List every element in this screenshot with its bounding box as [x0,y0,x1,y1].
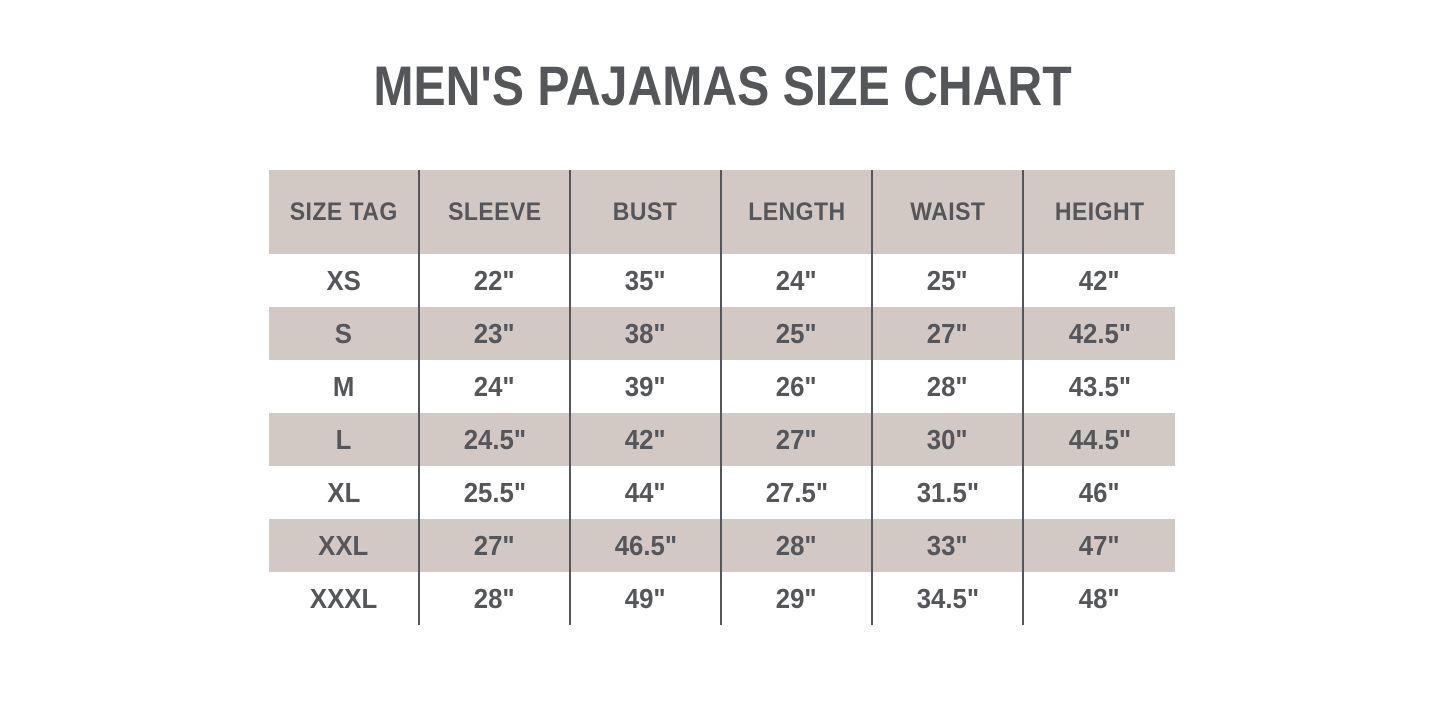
table-cell: 29" [722,572,873,625]
row-label-xl: XL [269,466,420,519]
column-header-size-tag-text: SIZE TAG [289,197,398,226]
row-label-m: M [269,360,420,413]
row-label-xs: XS [269,254,420,307]
table-cell-text: 27" [927,317,968,349]
column-header-height-text: HEIGHT [1054,197,1145,226]
row-label-l-text: L [335,423,352,455]
row-label-xxl: XXL [269,519,420,572]
table-cell: 43.5" [1024,360,1175,413]
table-cell-text: 33" [927,529,968,561]
table-cell-text: 25" [776,317,817,349]
table-cell: 42" [1024,254,1175,307]
table-cell-text: 39" [625,370,666,402]
table-cell: 44" [571,466,722,519]
table-cell-text: 42" [625,423,666,455]
table-cell: 27" [873,307,1024,360]
size-table: SIZE TAG SLEEVE BUST LENGTH WAIST HEIGHT XS 22"… [269,170,1175,625]
table-cell: 24.5" [420,413,571,466]
table-cell-text: 46.5" [614,529,677,561]
table-cell: 47" [1024,519,1175,572]
table-cell: 27" [722,413,873,466]
column-header-sleeve: SLEEVE [420,170,571,254]
table-cell: 24" [722,254,873,307]
row-label-xl-text: XL [327,476,360,508]
table-cell-text: 26" [776,370,817,402]
row-label-xs-text: XS [326,264,361,296]
table-cell-text: 28" [474,582,515,614]
row-label-s: S [269,307,420,360]
table-cell-text: 23" [474,317,515,349]
table-cell: 31.5" [873,466,1024,519]
table-cell: 28" [722,519,873,572]
page-title: MEN'S PAJAMAS SIZE CHART [373,54,1072,117]
row-label-xxxl-text: XXXL [309,582,378,614]
table-cell: 28" [420,572,571,625]
table-cell: 49" [571,572,722,625]
table-cell: 22" [420,254,571,307]
table-cell: 23" [420,307,571,360]
column-header-bust-text: BUST [613,197,678,226]
table-cell: 46.5" [571,519,722,572]
table-cell-text: 47" [1079,529,1120,561]
table-cell: 42.5" [1024,307,1175,360]
table-cell: 27.5" [722,466,873,519]
table-cell-text: 24.5" [463,423,526,455]
row-label-xxxl: XXXL [269,572,420,625]
table-cell-text: 35" [625,264,666,296]
table-cell-text: 38" [625,317,666,349]
table-cell-text: 24" [474,370,515,402]
table-cell: 39" [571,360,722,413]
table-cell: 28" [873,360,1024,413]
column-header-waist-text: WAIST [909,197,986,226]
table-cell: 25.5" [420,466,571,519]
table-cell-text: 46" [1079,476,1120,508]
column-header-length-text: LENGTH [747,197,846,226]
table-cell-text: 49" [625,582,666,614]
column-header-bust: BUST [571,170,722,254]
column-header-size-tag: SIZE TAG [269,170,420,254]
table-cell: 48" [1024,572,1175,625]
table-cell-text: 27" [776,423,817,455]
table-cell: 42" [571,413,722,466]
table-cell-text: 25.5" [463,476,526,508]
table-cell-text: 42" [1079,264,1120,296]
table-cell: 38" [571,307,722,360]
table-cell: 34.5" [873,572,1024,625]
table-cell: 26" [722,360,873,413]
table-cell-text: 24" [776,264,817,296]
column-header-height: HEIGHT [1024,170,1175,254]
table-cell-text: 42.5" [1068,317,1131,349]
table-cell-text: 28" [927,370,968,402]
table-cell-text: 27" [474,529,515,561]
table-cell-text: 22" [474,264,515,296]
table-cell: 27" [420,519,571,572]
column-header-waist: WAIST [873,170,1024,254]
table-cell-text: 44" [625,476,666,508]
table-cell: 24" [420,360,571,413]
table-cell: 30" [873,413,1024,466]
table-cell-text: 30" [927,423,968,455]
table-cell: 44.5" [1024,413,1175,466]
table-cell-text: 29" [776,582,817,614]
row-label-xxl-text: XXL [318,529,369,561]
table-cell-text: 31.5" [916,476,979,508]
row-label-s-text: S [334,317,353,349]
table-cell-text: 34.5" [916,582,979,614]
table-cell: 33" [873,519,1024,572]
table-cell-text: 43.5" [1068,370,1131,402]
table-cell: 35" [571,254,722,307]
column-header-length: LENGTH [722,170,873,254]
table-cell: 46" [1024,466,1175,519]
table-cell-text: 48" [1079,582,1120,614]
table-cell: 25" [722,307,873,360]
table-cell-text: 44.5" [1068,423,1131,455]
table-cell: 25" [873,254,1024,307]
table-cell-text: 27.5" [765,476,828,508]
column-header-sleeve-text: SLEEVE [447,197,542,226]
table-cell-text: 28" [776,529,817,561]
table-cell-text: 25" [927,264,968,296]
row-label-l: L [269,413,420,466]
row-label-m-text: M [332,370,355,402]
